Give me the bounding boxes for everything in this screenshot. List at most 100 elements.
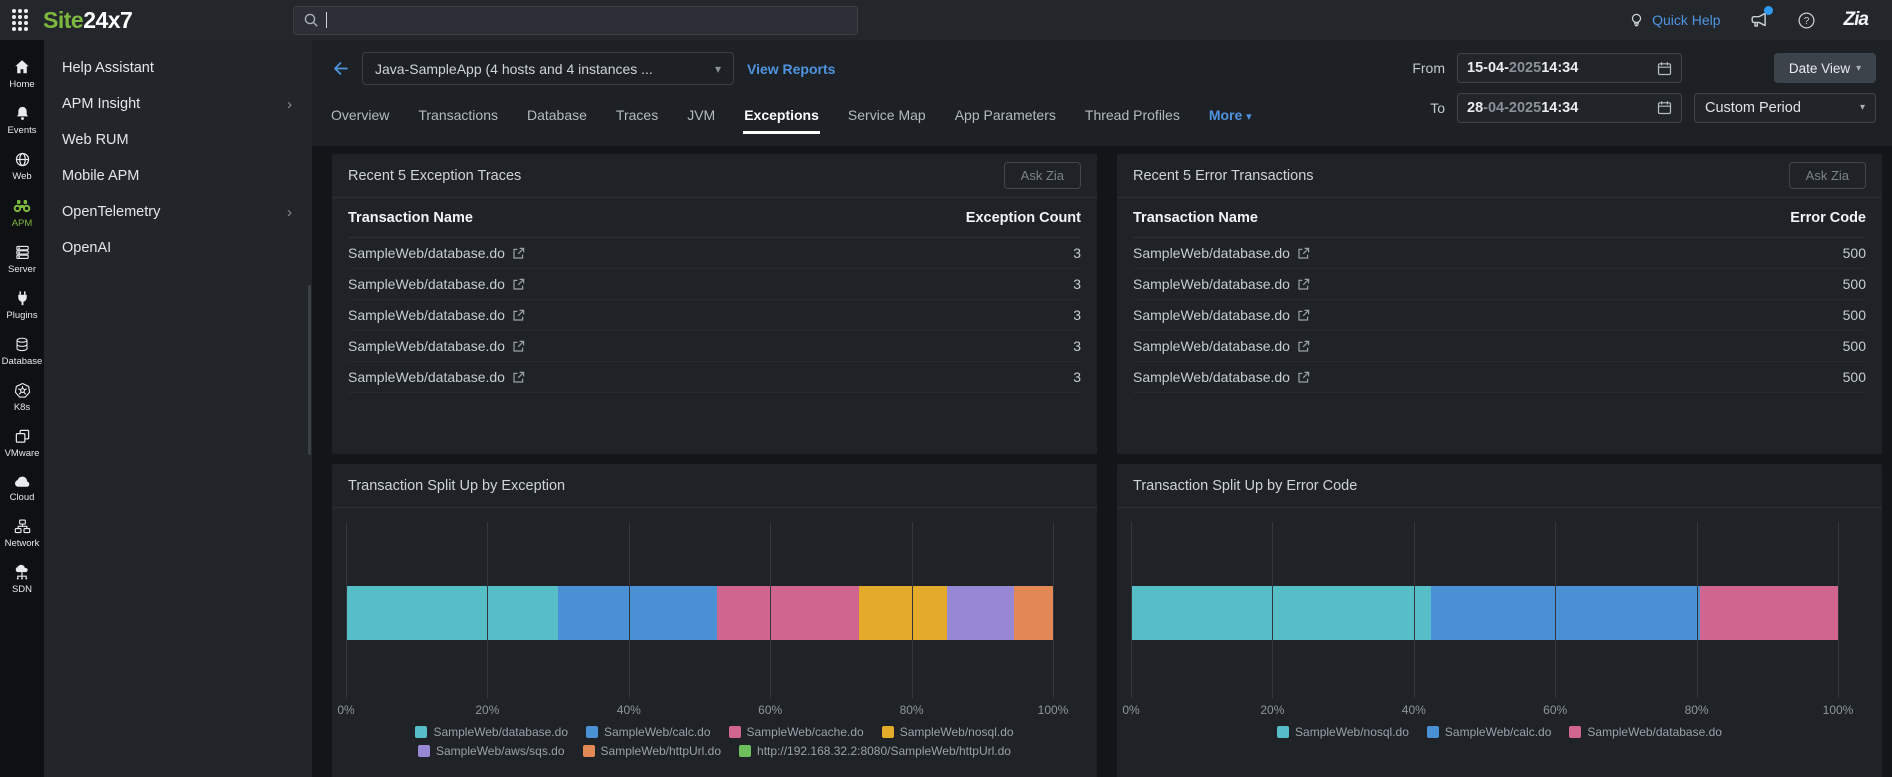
ask-zia-button[interactable]: Ask Zia bbox=[1788, 162, 1866, 189]
tab-service-map[interactable]: Service Map bbox=[847, 107, 926, 123]
legend-item[interactable]: SampleWeb/cache.do bbox=[728, 725, 864, 739]
table-body: SampleWeb/database.do 3 SampleWeb/databas… bbox=[348, 238, 1081, 393]
chevron-down-icon: ▾ bbox=[1246, 111, 1252, 123]
panel-exception-traces: Recent 5 Exception Traces Ask Zia Transa… bbox=[332, 154, 1097, 454]
ask-zia-button[interactable]: Ask Zia bbox=[1003, 162, 1081, 189]
custom-period-select[interactable]: Custom Period ▾ bbox=[1694, 92, 1876, 123]
chevron-down-icon: ▾ bbox=[714, 61, 721, 76]
app-selector-dropdown[interactable]: Java-SampleApp (4 hosts and 4 instances … bbox=[362, 52, 734, 85]
bar-segment[interactable] bbox=[1014, 586, 1053, 640]
calendar-icon[interactable] bbox=[1657, 61, 1672, 76]
stacked-bar bbox=[1131, 586, 1838, 640]
legend-label: SampleWeb/aws/sqs.do bbox=[436, 744, 565, 758]
bar-segment[interactable] bbox=[558, 586, 718, 640]
rail-item-server[interactable]: Server bbox=[0, 240, 44, 279]
sidebar-scrollbar[interactable] bbox=[308, 285, 311, 455]
rail-item-network[interactable]: Network bbox=[0, 514, 44, 553]
legend-item[interactable]: http://192.168.32.2:8080/SampleWeb/httpU… bbox=[739, 744, 1011, 758]
bar-segment[interactable] bbox=[1431, 586, 1701, 640]
rail-item-home[interactable]: Home bbox=[0, 54, 44, 94]
bar-segment[interactable] bbox=[717, 586, 859, 640]
sidebar-item-openai[interactable]: OpenAI bbox=[62, 240, 112, 256]
transaction-link[interactable]: SampleWeb/database.do bbox=[1133, 276, 1310, 292]
tab-exceptions[interactable]: Exceptions bbox=[743, 99, 820, 134]
tab-app-parameters[interactable]: App Parameters bbox=[954, 107, 1056, 123]
panel-split-by-exception: Transaction Split Up by Exception 0% 20% 4… bbox=[332, 464, 1097, 777]
rail-item-database[interactable]: Database bbox=[0, 332, 44, 371]
sidebar-item-mobile-apm[interactable]: Mobile APM bbox=[62, 168, 140, 184]
global-search[interactable] bbox=[293, 5, 858, 35]
bar-segment[interactable] bbox=[1131, 586, 1432, 640]
tab-traces[interactable]: Traces bbox=[615, 107, 659, 123]
rail-item-plugins[interactable]: Plugins bbox=[0, 286, 44, 325]
legend-item[interactable]: SampleWeb/database.do bbox=[1569, 725, 1722, 739]
transaction-link[interactable]: SampleWeb/database.do bbox=[1133, 245, 1310, 261]
transaction-link[interactable]: SampleWeb/database.do bbox=[1133, 307, 1310, 323]
view-reports-link[interactable]: View Reports bbox=[747, 60, 836, 77]
transaction-link[interactable]: SampleWeb/database.do bbox=[1133, 369, 1310, 385]
help-button[interactable]: ? bbox=[1797, 11, 1816, 30]
transaction-link[interactable]: SampleWeb/database.do bbox=[348, 338, 525, 354]
row-value: 500 bbox=[1842, 369, 1866, 385]
legend-item[interactable]: SampleWeb/calc.do bbox=[586, 725, 711, 739]
rail-item-apm[interactable]: APM bbox=[0, 193, 44, 233]
transaction-link[interactable]: SampleWeb/database.do bbox=[348, 307, 525, 323]
panel-error-transactions: Recent 5 Error Transactions Ask Zia Tran… bbox=[1117, 154, 1882, 454]
legend-item[interactable]: SampleWeb/calc.do bbox=[1426, 725, 1551, 739]
tab-database[interactable]: Database bbox=[526, 107, 587, 123]
transaction-link[interactable]: SampleWeb/database.do bbox=[1133, 338, 1310, 354]
rail-item-web[interactable]: Web bbox=[0, 147, 44, 186]
apps-grid-icon[interactable] bbox=[12, 9, 28, 31]
transaction-link[interactable]: SampleWeb/database.do bbox=[348, 369, 525, 385]
x-tick-label: 100% bbox=[1822, 703, 1854, 717]
date-view-button[interactable]: Date View ▾ bbox=[1774, 53, 1876, 84]
tab-more[interactable]: More ▾ bbox=[1208, 107, 1252, 123]
globe-icon bbox=[15, 152, 29, 167]
zia-logo[interactable]: Zia bbox=[1843, 9, 1869, 30]
transaction-link[interactable]: SampleWeb/database.do bbox=[348, 245, 525, 261]
bar-segment[interactable] bbox=[346, 586, 559, 640]
sidebar-item-apm-insight[interactable]: APM Insight › bbox=[62, 95, 292, 113]
announcements-button[interactable] bbox=[1749, 6, 1773, 30]
sidebar-item-web-rum[interactable]: Web RUM bbox=[62, 132, 129, 148]
external-link-icon bbox=[1298, 371, 1310, 383]
legend-item[interactable]: SampleWeb/database.do bbox=[415, 725, 568, 739]
x-tick-label: 20% bbox=[475, 703, 500, 717]
legend-swatch bbox=[1277, 726, 1290, 738]
sidebar-item-opentelemetry[interactable]: OpenTelemetry › bbox=[62, 203, 292, 221]
tab-transactions[interactable]: Transactions bbox=[418, 107, 498, 123]
calendar-icon[interactable] bbox=[1657, 100, 1672, 115]
legend-item[interactable]: SampleWeb/nosql.do bbox=[881, 725, 1014, 739]
gridline bbox=[1838, 522, 1839, 698]
x-tick-label: 0% bbox=[1122, 703, 1140, 717]
bar-segment[interactable] bbox=[1700, 586, 1838, 640]
from-date-input[interactable]: 15-04- 2025 14:34 bbox=[1457, 53, 1682, 84]
external-link-icon bbox=[1298, 247, 1310, 259]
sidebar-item-help-assistant[interactable]: Help Assistant bbox=[62, 60, 154, 76]
search-input[interactable] bbox=[334, 12, 848, 28]
tab-thread-profiles[interactable]: Thread Profiles bbox=[1084, 107, 1180, 123]
rail-item-k8s[interactable]: K8s bbox=[0, 378, 44, 417]
bar-segment[interactable] bbox=[946, 586, 1015, 640]
legend-item[interactable]: SampleWeb/httpUrl.do bbox=[582, 744, 722, 758]
rail-item-cloud[interactable]: Cloud bbox=[0, 470, 44, 507]
rail-item-vmware[interactable]: VMware bbox=[0, 424, 44, 463]
to-date-input[interactable]: 28 -04-2025 14:34 bbox=[1457, 92, 1682, 123]
bar-segment[interactable] bbox=[858, 586, 947, 640]
table-row: SampleWeb/database.do 3 bbox=[348, 300, 1081, 331]
chart-plot-area bbox=[346, 522, 1054, 698]
transaction-link[interactable]: SampleWeb/database.do bbox=[348, 276, 525, 292]
tab-overview[interactable]: Overview bbox=[331, 107, 390, 123]
quick-help-button[interactable]: Quick Help bbox=[1628, 12, 1721, 29]
rail-item-sdn[interactable]: SDN bbox=[0, 560, 44, 599]
rail-item-events[interactable]: Events bbox=[0, 101, 44, 140]
legend-label: SampleWeb/httpUrl.do bbox=[600, 744, 722, 758]
chart-title: Transaction Split Up by Exception bbox=[348, 477, 566, 494]
legend-item[interactable]: SampleWeb/nosql.do bbox=[1277, 725, 1409, 739]
back-arrow-icon[interactable] bbox=[330, 59, 349, 78]
tab-jvm[interactable]: JVM bbox=[687, 107, 716, 123]
column-transaction-name: Transaction Name bbox=[348, 209, 473, 226]
legend-swatch bbox=[418, 745, 430, 757]
legend-item[interactable]: SampleWeb/aws/sqs.do bbox=[418, 744, 565, 758]
